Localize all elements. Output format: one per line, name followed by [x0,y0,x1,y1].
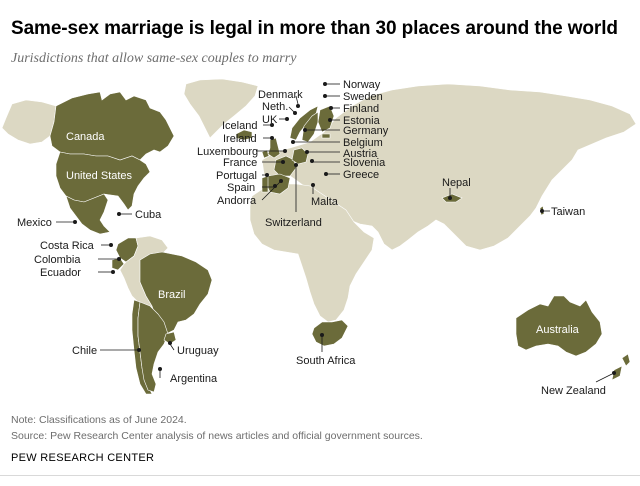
region-estonia [321,133,331,139]
world-map: Mexico Cuba Costa Rica Colombia Ecuador … [1,78,637,397]
label-mexico: Mexico [17,217,52,229]
label-portugal: Portugal [216,170,257,182]
marker-chile [137,348,141,352]
label-taiwan: Taiwan [551,206,585,218]
callout-layer: Mexico Cuba Costa Rica Colombia Ecuador … [17,79,616,397]
marker-france [281,160,285,164]
region-uk [267,137,281,159]
label-denmark: Denmark [258,89,303,101]
region-greenland [183,78,259,139]
label-norway: Norway [343,79,381,91]
source-line: Source: Pew Research Center analysis of … [11,430,423,442]
label-belgium: Belgium [343,137,383,149]
marker-finland [329,106,333,110]
label-cuba: Cuba [135,209,162,221]
label-sweden: Sweden [343,91,383,103]
marker-cuba [117,212,121,216]
marker-ireland [270,136,274,140]
label-australia: Australia [536,324,580,336]
marker-uruguay [168,341,172,345]
region-alaska [1,99,57,145]
label-colombia: Colombia [34,254,81,266]
marker-austria [305,150,309,154]
region-portugal [261,175,269,193]
marker-andorra [279,179,283,183]
marker-neth [293,111,297,115]
marker-spain [273,184,277,188]
region-australia [515,295,603,357]
marker-new-zealand [612,371,616,375]
label-ireland: Ireland [223,133,257,145]
marker-colombia [117,257,121,261]
marker-costa-rica [109,243,113,247]
marker-uk [285,117,289,121]
region-africa-other [249,183,375,323]
marker-ecuador [111,270,115,274]
marker-nepal [448,196,452,200]
label-chile: Chile [72,345,97,357]
chart-subtitle: Jurisdictions that allow same-sex couple… [11,51,297,66]
marker-portugal [265,173,269,177]
region-new-zealand [611,353,631,381]
label-france: France [223,157,257,169]
label-andorra: Andorra [217,195,257,207]
chart-title: Same-sex marriage is legal in more than … [11,18,618,39]
marker-germany [303,128,307,132]
label-neth: Neth. [262,101,288,113]
label-finland: Finland [343,103,379,115]
label-ecuador: Ecuador [40,267,81,279]
region-germany [291,147,309,165]
marker-argentina [158,367,162,371]
region-france [273,155,297,177]
marker-estonia [328,118,332,122]
region-mexico [65,193,111,235]
label-iceland: Iceland [222,120,257,132]
marker-iceland [270,123,274,127]
label-canada: Canada [66,131,105,143]
label-south-africa: South Africa [296,355,356,367]
region-uruguay [163,331,177,345]
label-united-states: United States [66,170,133,182]
marker-luxembourg [283,149,287,153]
region-south-africa [311,319,349,347]
marker-malta [311,183,315,187]
marker-denmark [296,104,300,108]
marker-slovenia [310,159,314,163]
footnote: Note: Classifications as of June 2024. [11,414,187,426]
marker-greece [324,172,328,176]
label-brazil: Brazil [158,289,186,301]
footer-divider [0,475,640,476]
label-estonia: Estonia [343,115,381,127]
marker-south-africa [320,333,324,337]
label-luxembourg: Luxembourg [197,146,258,158]
label-argentina: Argentina [170,373,218,385]
region-iceland [235,129,253,141]
label-slovenia: Slovenia [343,157,386,169]
marker-belgium [291,140,295,144]
label-costa-rica: Costa Rica [40,240,95,252]
region-canada [49,91,175,161]
marker-taiwan [540,209,544,213]
label-uk: UK [262,114,278,126]
label-germany: Germany [343,125,389,137]
region-sweden [301,111,319,143]
label-new-zealand: New Zealand [541,385,606,397]
label-greece: Greece [343,169,379,181]
marker-mexico [73,220,77,224]
marker-norway [323,82,327,86]
region-finland [317,105,335,133]
marker-sweden [323,94,327,98]
publisher-logo-text: PEW RESEARCH CENTER [11,452,155,464]
label-austria: Austria [343,148,378,160]
label-switzerland: Switzerland [265,217,322,229]
label-uruguay: Uruguay [177,345,219,357]
label-nepal: Nepal [442,177,471,189]
marker-switzerland [294,163,298,167]
label-malta: Malta [311,196,339,208]
label-spain: Spain [227,182,255,194]
